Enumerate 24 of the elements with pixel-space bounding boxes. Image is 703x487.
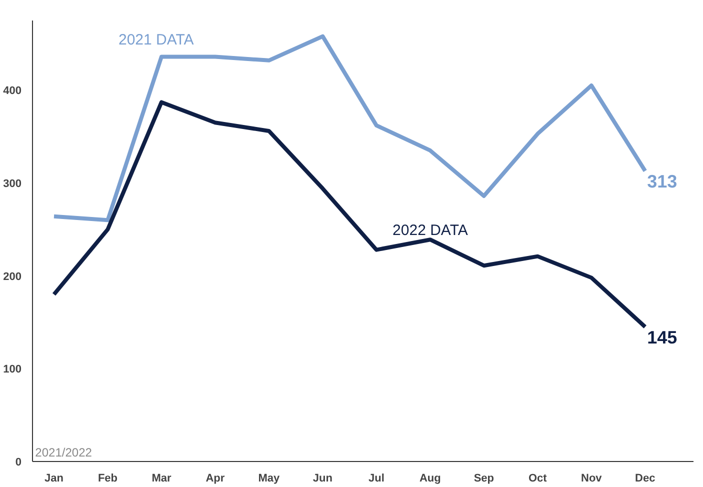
y-tick-label: 400 bbox=[3, 85, 22, 98]
x-tick-label: Oct bbox=[528, 472, 548, 484]
line-series bbox=[52, 34, 648, 222]
x-tick-label: Aug bbox=[419, 472, 441, 484]
y-tick-label: 100 bbox=[3, 364, 22, 376]
x-tick-label: Mar bbox=[152, 472, 172, 484]
x-tick-label: Jul bbox=[368, 472, 384, 484]
x-tick-label: Jan bbox=[44, 472, 64, 484]
x-tick-label: Apr bbox=[206, 472, 226, 484]
series-label: 2022 DATA bbox=[392, 222, 468, 239]
x-tick-label: Sep bbox=[474, 472, 494, 484]
x-tick-label: Nov bbox=[581, 472, 603, 484]
annotation: 2021/2022 bbox=[35, 446, 92, 460]
y-tick-label: 300 bbox=[3, 178, 22, 190]
x-tick-label: May bbox=[258, 472, 281, 484]
y-tick-label: 0 bbox=[15, 456, 22, 468]
data-label: 145 bbox=[647, 327, 678, 348]
data-label: 313 bbox=[647, 171, 678, 192]
x-tick-label: Dec bbox=[635, 472, 656, 484]
series-label: 2021 DATA bbox=[118, 32, 194, 49]
x-tick-label: Jun bbox=[312, 472, 333, 484]
line-series bbox=[52, 100, 648, 329]
y-tick-label: 200 bbox=[3, 270, 22, 283]
x-tick-label: Feb bbox=[98, 472, 118, 484]
